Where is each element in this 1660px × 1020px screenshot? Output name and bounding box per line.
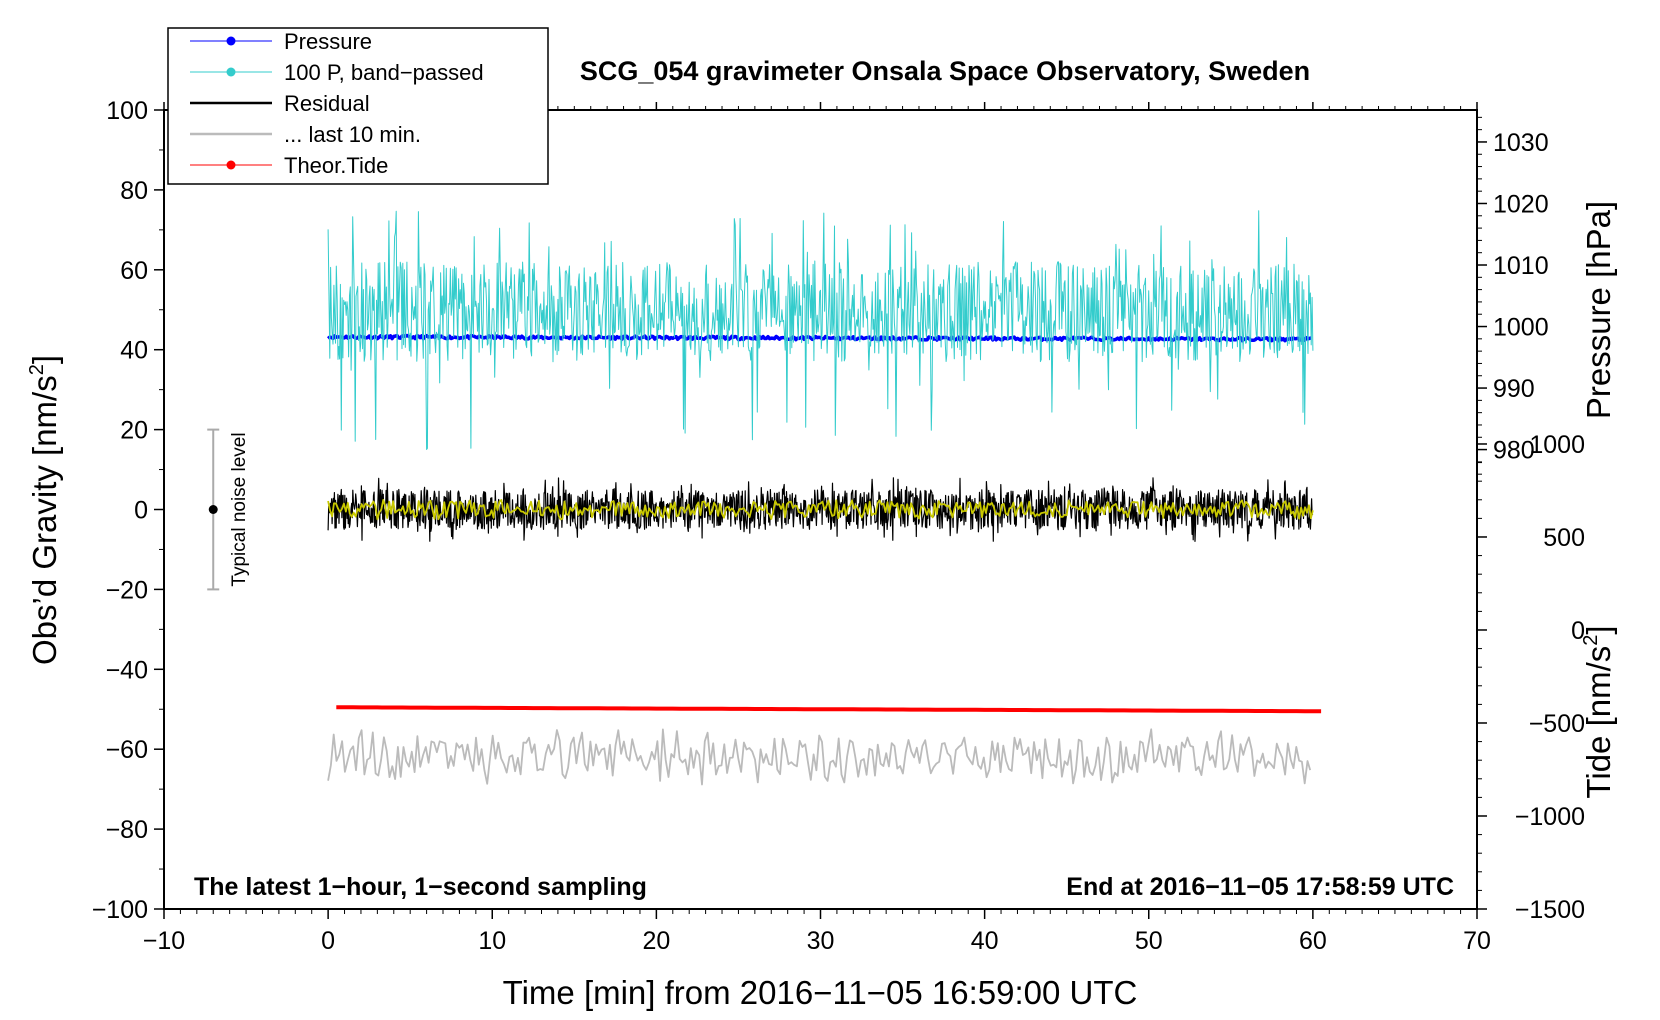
x-tick-label: 60 [1299, 927, 1327, 955]
y-axis-label-tide-sup: 2 [1580, 635, 1602, 646]
annotation-end-time: End at 2016−11−05 17:58:59 UTC [1066, 873, 1454, 901]
legend-label: Residual [284, 91, 370, 116]
legend-label: Theor.Tide [284, 153, 388, 178]
y-tick-label: 60 [120, 257, 148, 285]
y-axis-label-pressure: Pressure [hPa] [1580, 201, 1617, 419]
y-axis-label-left: Obs’d Gravity [nm/s2] [26, 355, 63, 665]
tide-tick-label: −1500 [1515, 896, 1585, 924]
pressure-tick-label: 980 [1493, 437, 1535, 465]
series-layer [326, 210, 1322, 786]
y-axis-label-tide-close: ] [1580, 625, 1617, 634]
x-tick-label: 40 [971, 927, 999, 955]
noise-indicator-label: Typical noise level [229, 432, 250, 586]
legend-label: ... last 10 min. [284, 122, 421, 147]
legend-box [167, 27, 549, 185]
y-tick-label: 100 [106, 97, 148, 125]
legend-swatch-marker [226, 36, 236, 46]
x-tick-label: 50 [1135, 927, 1163, 955]
noise-indicator: Typical noise level [207, 428, 250, 591]
x-tick-label: −10 [143, 927, 185, 955]
y-axis-label-left-main: Obs’d Gravity [nm/s [26, 375, 63, 665]
legend-entry-theor-tide: Theor.Tide [190, 153, 388, 178]
y-tick-label: −20 [106, 576, 148, 604]
x-tick-label: 20 [642, 927, 670, 955]
pressure-tick-label: 1000 [1493, 314, 1549, 342]
legend-swatch-marker [226, 160, 236, 170]
legend-entry-100-p-band-passed: 100 P, band−passed [190, 60, 484, 85]
tide-tick-label: −500 [1529, 710, 1585, 738]
x-tick-label: 30 [807, 927, 835, 955]
y-tick-label: 0 [134, 497, 148, 525]
series-last-10-min [327, 728, 1312, 786]
tide-tick-label: 500 [1543, 524, 1585, 552]
chart-title: SCG_054 gravimeter Onsala Space Observat… [580, 56, 1310, 86]
noise-indicator-dot [208, 505, 218, 514]
y-axis-label-left-close: ] [26, 355, 63, 364]
legend-swatch-marker [226, 67, 236, 77]
x-axis-label: Time [min] from 2016−11−05 16:59:00 UTC [503, 974, 1138, 1011]
y-tick-label: −100 [92, 896, 148, 924]
pressure-tick-label: 1030 [1493, 129, 1549, 157]
legend-entry-last-10-min: ... last 10 min. [190, 122, 421, 147]
x-tick-label: 70 [1463, 927, 1491, 955]
series-theor-tide [336, 705, 1322, 714]
y-tick-label: 20 [120, 417, 148, 445]
tide-tick-label: 1000 [1529, 431, 1585, 459]
y-tick-label: −60 [106, 736, 148, 764]
y-tick-label: 40 [120, 337, 148, 365]
pressure-tick-label: 1010 [1493, 252, 1549, 280]
series-residual-smoothed [327, 499, 1314, 521]
x-tick-label: 10 [478, 927, 506, 955]
legend-entry-pressure: Pressure [190, 29, 372, 54]
y-tick-label: −80 [106, 816, 148, 844]
legend-entry-residual: Residual [190, 91, 370, 116]
pressure-tick-label: 990 [1493, 375, 1535, 403]
series-100-p-band-passed [327, 210, 1314, 450]
x-tick-label: 0 [321, 927, 335, 955]
tide-tick-label: 0 [1571, 617, 1585, 645]
annotation-sampling: The latest 1−hour, 1−second sampling [194, 873, 647, 901]
legend-label: 100 P, band−passed [284, 60, 484, 85]
y-axis-label-tide-main: Tide [nm/s [1580, 646, 1617, 799]
tide-tick-label: −1000 [1515, 803, 1585, 831]
legend-label: Pressure [284, 29, 372, 54]
y-axis-label-tide: Tide [nm/s2] [1580, 625, 1617, 798]
y-axis-label-left-sup: 2 [26, 364, 48, 375]
legend: Pressure 100 P, band−passed Residual ... la… [167, 27, 549, 185]
y-tick-label: −40 [106, 656, 148, 684]
pressure-tick-label: 1020 [1493, 190, 1549, 218]
y-tick-label: 80 [120, 177, 148, 205]
tick-layer: −10 0 10 20 30 40 50 60 70−100−80−60−40−20020406… [92, 97, 1585, 955]
